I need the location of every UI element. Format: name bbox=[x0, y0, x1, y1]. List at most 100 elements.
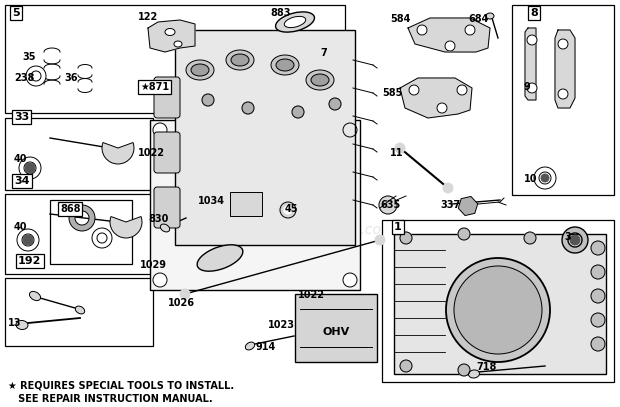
Text: 36: 36 bbox=[64, 73, 78, 83]
Circle shape bbox=[437, 103, 447, 113]
Circle shape bbox=[23, 235, 33, 245]
Wedge shape bbox=[110, 217, 142, 238]
FancyBboxPatch shape bbox=[154, 77, 180, 118]
Circle shape bbox=[343, 123, 357, 137]
Circle shape bbox=[343, 273, 357, 287]
Ellipse shape bbox=[306, 70, 334, 90]
Circle shape bbox=[558, 89, 568, 99]
Text: 1029: 1029 bbox=[140, 260, 167, 270]
Circle shape bbox=[153, 273, 167, 287]
Text: 7: 7 bbox=[320, 48, 327, 58]
Text: 9: 9 bbox=[524, 82, 531, 92]
Circle shape bbox=[558, 39, 568, 49]
Circle shape bbox=[329, 98, 341, 110]
Circle shape bbox=[458, 228, 470, 240]
Text: 1022: 1022 bbox=[138, 148, 165, 158]
Circle shape bbox=[242, 102, 254, 114]
Circle shape bbox=[395, 143, 405, 153]
Text: 337: 337 bbox=[440, 200, 460, 210]
Text: 3: 3 bbox=[564, 232, 571, 242]
Text: 45: 45 bbox=[285, 204, 298, 214]
Circle shape bbox=[465, 25, 475, 35]
Text: 584: 584 bbox=[390, 14, 410, 24]
Bar bbox=[382, 220, 614, 382]
Circle shape bbox=[25, 163, 35, 173]
Text: 34: 34 bbox=[14, 176, 30, 186]
Ellipse shape bbox=[275, 12, 314, 32]
Circle shape bbox=[527, 35, 537, 45]
Circle shape bbox=[375, 235, 385, 245]
Bar bbox=[512, 5, 614, 195]
Text: 11: 11 bbox=[390, 148, 404, 158]
Ellipse shape bbox=[226, 50, 254, 70]
Circle shape bbox=[379, 196, 397, 214]
Text: OHV: OHV bbox=[322, 327, 350, 337]
Ellipse shape bbox=[29, 291, 40, 301]
Circle shape bbox=[591, 241, 605, 255]
Circle shape bbox=[457, 85, 467, 95]
Ellipse shape bbox=[186, 60, 214, 80]
Circle shape bbox=[446, 258, 550, 362]
Circle shape bbox=[541, 174, 549, 182]
Ellipse shape bbox=[161, 224, 170, 232]
Text: 33: 33 bbox=[14, 112, 29, 122]
Text: 1034: 1034 bbox=[198, 196, 225, 206]
Bar bbox=[175, 30, 355, 245]
Text: eReplacementParts.com: eReplacementParts.com bbox=[225, 223, 395, 237]
Bar bbox=[394, 234, 606, 374]
Circle shape bbox=[153, 123, 167, 137]
Text: 13: 13 bbox=[8, 318, 22, 328]
Text: ★871: ★871 bbox=[140, 82, 169, 92]
Bar bbox=[295, 294, 377, 362]
Circle shape bbox=[400, 232, 412, 244]
Circle shape bbox=[591, 289, 605, 303]
Ellipse shape bbox=[165, 28, 175, 35]
Ellipse shape bbox=[469, 370, 479, 378]
Text: 1022: 1022 bbox=[298, 290, 325, 300]
Text: 635: 635 bbox=[380, 200, 401, 210]
Ellipse shape bbox=[197, 245, 243, 271]
Text: 5: 5 bbox=[12, 8, 20, 18]
Text: ★ REQUIRES SPECIAL TOOLS TO INSTALL.: ★ REQUIRES SPECIAL TOOLS TO INSTALL. bbox=[8, 380, 234, 390]
Polygon shape bbox=[525, 28, 536, 100]
Circle shape bbox=[292, 106, 304, 118]
Text: 8: 8 bbox=[530, 8, 538, 18]
Text: 868: 868 bbox=[60, 204, 81, 214]
Text: 883: 883 bbox=[270, 8, 291, 18]
Text: 1: 1 bbox=[394, 222, 402, 232]
Text: 122: 122 bbox=[138, 12, 158, 22]
Bar bbox=[50, 200, 132, 264]
Wedge shape bbox=[102, 142, 134, 164]
Circle shape bbox=[443, 183, 453, 193]
Ellipse shape bbox=[285, 16, 306, 28]
Ellipse shape bbox=[16, 320, 28, 330]
Circle shape bbox=[570, 235, 580, 245]
Ellipse shape bbox=[75, 306, 85, 314]
Circle shape bbox=[280, 202, 296, 218]
Circle shape bbox=[591, 265, 605, 279]
Polygon shape bbox=[555, 30, 575, 108]
Bar bbox=[5, 278, 153, 346]
Polygon shape bbox=[408, 18, 490, 52]
Text: 718: 718 bbox=[476, 362, 497, 372]
Circle shape bbox=[417, 25, 427, 35]
Circle shape bbox=[180, 289, 190, 299]
Text: 1023: 1023 bbox=[268, 320, 295, 330]
Ellipse shape bbox=[246, 342, 255, 350]
Circle shape bbox=[409, 85, 419, 95]
Text: 684: 684 bbox=[468, 14, 489, 24]
Ellipse shape bbox=[486, 13, 494, 19]
Text: 1026: 1026 bbox=[168, 298, 195, 308]
Circle shape bbox=[284, 206, 292, 214]
Circle shape bbox=[524, 232, 536, 244]
Polygon shape bbox=[400, 78, 472, 118]
Bar bbox=[230, 192, 262, 216]
Text: 35: 35 bbox=[22, 52, 35, 62]
Text: 914: 914 bbox=[255, 342, 275, 352]
Ellipse shape bbox=[276, 59, 294, 71]
Text: 192: 192 bbox=[18, 256, 42, 266]
Circle shape bbox=[202, 94, 214, 106]
Circle shape bbox=[591, 313, 605, 327]
FancyBboxPatch shape bbox=[154, 187, 180, 228]
Text: SEE REPAIR INSTRUCTION MANUAL.: SEE REPAIR INSTRUCTION MANUAL. bbox=[8, 394, 213, 404]
